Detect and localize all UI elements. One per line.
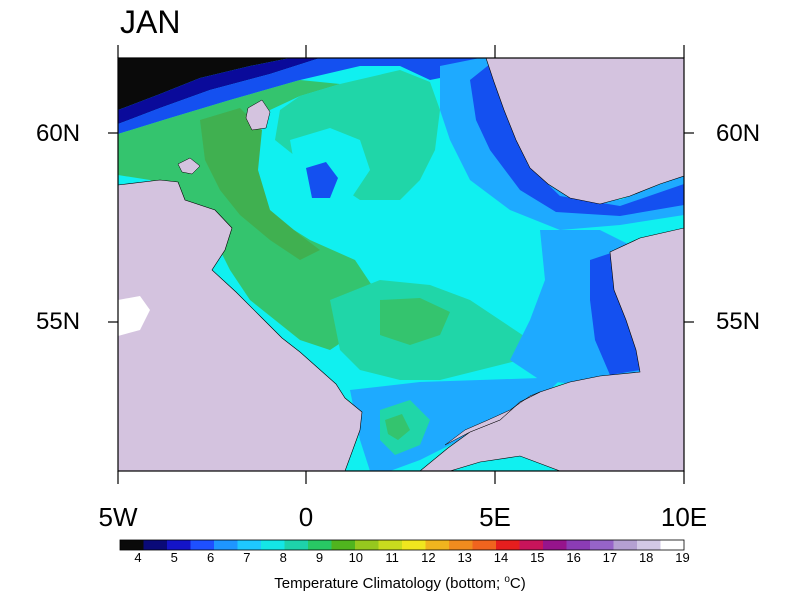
colorbar-swatch bbox=[237, 540, 262, 550]
land-irish-sea-coast bbox=[118, 296, 150, 336]
map-frame bbox=[117, 57, 685, 472]
colorbar-tick-label: 8 bbox=[279, 550, 287, 565]
colorbar-tick-label: 16 bbox=[566, 550, 581, 565]
colorbar-swatch bbox=[449, 540, 473, 550]
land-norway bbox=[485, 58, 684, 205]
colorbar-swatch bbox=[214, 540, 238, 550]
green-dark-patch bbox=[200, 108, 320, 260]
colorbar-tick-label: 19 bbox=[675, 550, 690, 565]
colorbar-swatch bbox=[308, 540, 332, 550]
trench-blue bbox=[470, 64, 684, 216]
colorbar-swatch bbox=[143, 540, 168, 550]
colorbar-swatch bbox=[261, 540, 285, 550]
colorbar-tick-label: 14 bbox=[493, 550, 509, 565]
deep-water-black bbox=[118, 58, 290, 110]
colorbar-swatch bbox=[402, 540, 426, 550]
colorbar-swatch bbox=[331, 540, 356, 550]
colorbar-tick-label: 4 bbox=[134, 550, 142, 565]
colorbar-tick-label: 12 bbox=[421, 550, 436, 565]
central-blue-pit bbox=[306, 162, 338, 198]
colorbar-swatch bbox=[472, 540, 497, 550]
colorbar-tick-label: 9 bbox=[315, 550, 324, 565]
land-great-britain bbox=[118, 179, 363, 471]
colorbar-frame bbox=[119, 539, 685, 551]
southern-bight-dark-green bbox=[385, 414, 410, 440]
land-netherlands-coast bbox=[444, 391, 541, 446]
land-shetland bbox=[245, 99, 271, 131]
colorbar-swatch bbox=[590, 540, 614, 550]
colorbar-caption: Temperature Climatology (bottom; oC) bbox=[0, 574, 800, 592]
colorbar-swatch bbox=[519, 540, 544, 550]
colorbar-tick-label: 5 bbox=[170, 550, 178, 565]
colorbar-tick-label: 15 bbox=[530, 550, 545, 565]
colorbar-swatch bbox=[167, 540, 191, 550]
colorbar-tick-label: 13 bbox=[457, 550, 472, 565]
map-ticks bbox=[108, 45, 694, 484]
colorbar-tick-label: 18 bbox=[638, 550, 654, 565]
colorbar-swatch bbox=[660, 540, 685, 550]
map-area bbox=[118, 58, 684, 471]
colorbar-caption-main: Temperature Climatology (bottom; bbox=[274, 575, 505, 592]
lat-label-55n-right: 55N bbox=[716, 308, 761, 335]
colorbar-caption-degree: o bbox=[504, 574, 510, 585]
colorbar-swatch bbox=[543, 540, 567, 550]
colorbar-caption-unit: C) bbox=[509, 575, 526, 592]
lon-label-10e: 10E bbox=[660, 502, 708, 532]
lon-label-0: 0 bbox=[298, 502, 314, 532]
map-title: JAN bbox=[120, 4, 181, 40]
colorbar-swatch bbox=[378, 540, 403, 550]
lon-label-5e: 5E bbox=[479, 502, 511, 532]
colorbar-swatch bbox=[120, 540, 144, 550]
colorbar-tick-label: 10 bbox=[348, 550, 364, 565]
colorbar-swatch bbox=[190, 540, 215, 550]
colorbar-tick-label: 6 bbox=[206, 550, 215, 565]
colorbar-swatch bbox=[284, 540, 309, 550]
colorbar-tick-label: 17 bbox=[602, 550, 618, 565]
lat-label-60n-left: 60N bbox=[36, 120, 81, 147]
colorbar-swatch bbox=[355, 540, 379, 550]
colorbar-swatch bbox=[425, 540, 450, 550]
colorbar-swatch bbox=[613, 540, 638, 550]
colorbar-tick-label: 11 bbox=[385, 550, 399, 565]
colorbar bbox=[119, 539, 685, 551]
green-south-dark bbox=[380, 298, 450, 345]
colorbar-swatch bbox=[637, 540, 661, 550]
lat-label-55n-left: 55N bbox=[36, 308, 81, 335]
colorbar-swatch bbox=[566, 540, 591, 550]
colorbar-swatch bbox=[496, 540, 520, 550]
land-orkney bbox=[177, 157, 201, 175]
lon-label-5w: 5W bbox=[98, 502, 138, 532]
colorbar-tick-label: 7 bbox=[243, 550, 251, 565]
lat-label-60n-right: 60N bbox=[716, 120, 761, 147]
